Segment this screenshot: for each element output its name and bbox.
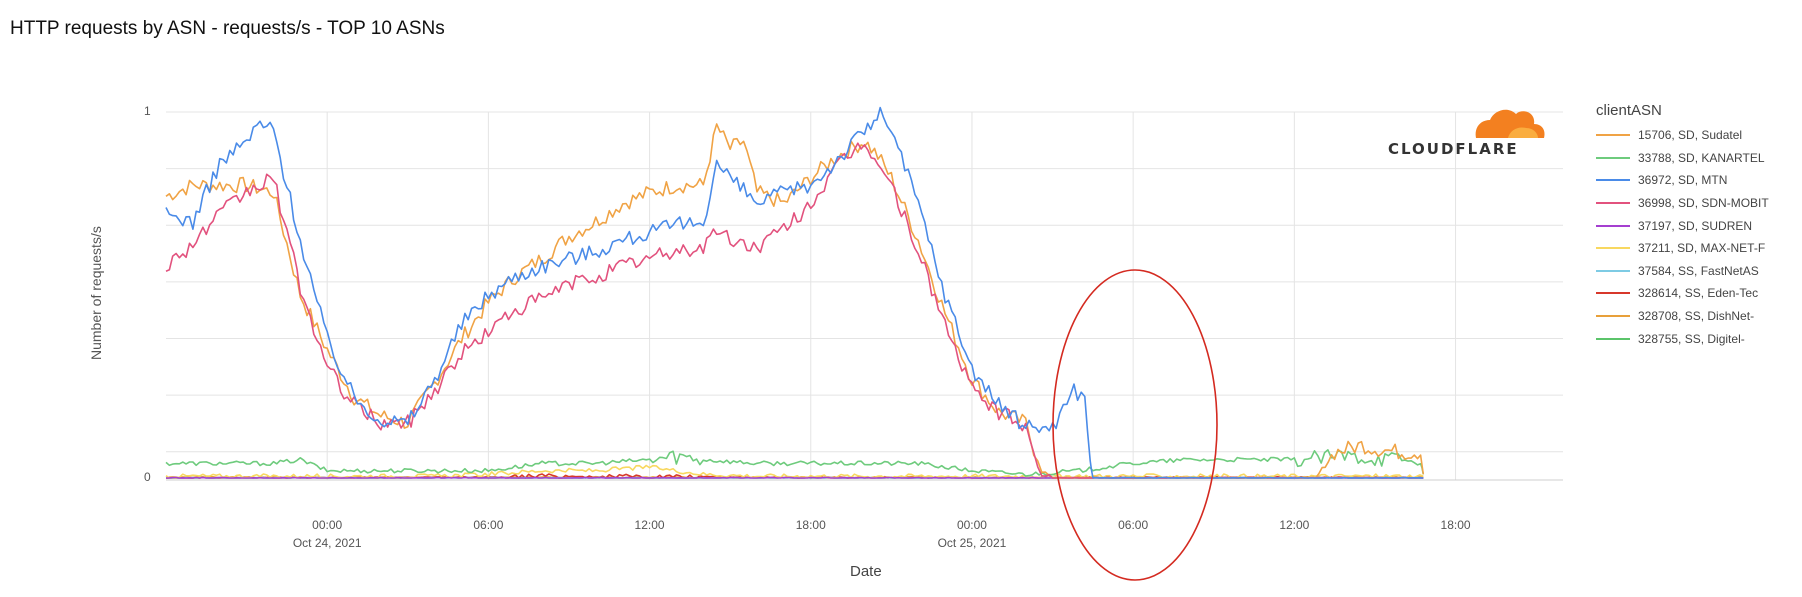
legend-swatch bbox=[1596, 247, 1630, 250]
legend-item[interactable]: 36998, SD, SDN-MOBIT bbox=[1596, 192, 1769, 215]
legend-label: 37197, SD, SUDREN bbox=[1638, 218, 1753, 233]
legend-label: 15706, SD, Sudatel bbox=[1638, 128, 1743, 143]
series-line-33788 bbox=[165, 449, 1425, 477]
legend-label: 328708, SS, DishNet- bbox=[1638, 309, 1755, 324]
legend-label: 328755, SS, Digitel- bbox=[1638, 331, 1745, 346]
series-lines bbox=[165, 106, 1425, 479]
legend-swatch bbox=[1596, 315, 1630, 318]
grid bbox=[166, 111, 1563, 481]
legend-swatch bbox=[1596, 337, 1630, 340]
x-tick-label: 18:00 bbox=[795, 518, 826, 532]
x-tick-label: 12:00 bbox=[1279, 518, 1310, 532]
legend-label: 33788, SD, KANARTEL bbox=[1638, 150, 1765, 165]
legend-item[interactable]: 328755, SS, Digitel- bbox=[1596, 327, 1769, 350]
legend-item[interactable]: 33788, SD, KANARTEL bbox=[1596, 147, 1769, 170]
cloud-icon bbox=[1475, 109, 1545, 138]
legend-swatch bbox=[1596, 156, 1630, 159]
legend-item[interactable]: 36972, SD, MTN bbox=[1596, 169, 1769, 192]
legend-item[interactable]: 328614, SS, Eden-Tec bbox=[1596, 282, 1769, 305]
legend-label: 36998, SD, SDN-MOBIT bbox=[1638, 196, 1769, 211]
x-tick-label: 06:00 bbox=[473, 518, 504, 532]
legend-swatch bbox=[1596, 202, 1630, 205]
legend-item[interactable]: 37584, SS, FastNetAS bbox=[1596, 260, 1769, 283]
series-line-15706 bbox=[165, 123, 1425, 479]
x-axis-label: Date bbox=[850, 563, 882, 580]
legend-label: 37584, SS, FastNetAS bbox=[1638, 263, 1759, 278]
legend-swatch bbox=[1596, 269, 1630, 272]
x-tick-sublabel: Oct 25, 2021 bbox=[937, 536, 1007, 550]
legend-swatch bbox=[1596, 179, 1630, 182]
x-tick-label: 18:00 bbox=[1440, 518, 1471, 532]
y-tick-label: 0 bbox=[144, 470, 151, 484]
legend-label: 36972, SD, MTN bbox=[1638, 173, 1728, 188]
legend-item[interactable]: 37211, SD, MAX-NET-F bbox=[1596, 237, 1769, 260]
cloudflare-logo: CLOUDFLARE bbox=[1388, 100, 1548, 160]
legend-swatch bbox=[1596, 292, 1630, 295]
series-line-36972 bbox=[165, 106, 1424, 479]
legend-item[interactable]: 328708, SS, DishNet- bbox=[1596, 305, 1769, 328]
legend-item[interactable]: 37197, SD, SUDREN bbox=[1596, 214, 1769, 237]
x-tick-label: 00:00 bbox=[956, 518, 987, 532]
legend-swatch bbox=[1596, 224, 1630, 227]
x-tick-label: 06:00 bbox=[1118, 518, 1149, 532]
x-tick-label: 12:00 bbox=[634, 518, 665, 532]
x-tick-sublabel: Oct 24, 2021 bbox=[292, 536, 362, 550]
legend-label: 37211, SD, MAX-NET-F bbox=[1638, 241, 1766, 256]
legend-item[interactable]: 15706, SD, Sudatel bbox=[1596, 124, 1769, 147]
legend-swatch bbox=[1596, 134, 1630, 137]
chart-title: HTTP requests by ASN - requests/s - TOP … bbox=[10, 18, 445, 39]
y-tick-label: 1 bbox=[144, 104, 151, 118]
x-tick-label: 00:00 bbox=[312, 518, 343, 532]
highlight-ellipse bbox=[1052, 269, 1218, 581]
legend: clientASN 15706, SD, Sudatel 33788, SD, K… bbox=[1596, 102, 1769, 350]
legend-title: clientASN bbox=[1596, 102, 1662, 119]
logo-text: CLOUDFLARE bbox=[1388, 140, 1519, 158]
legend-label: 328614, SS, Eden-Tec bbox=[1638, 286, 1759, 301]
